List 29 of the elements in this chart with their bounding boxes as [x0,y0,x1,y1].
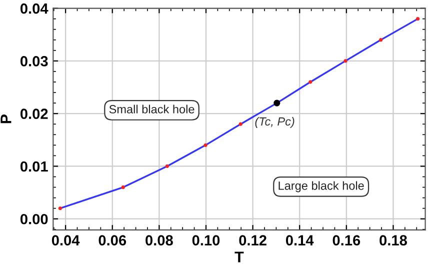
x-tick-label: 0.16 [332,235,360,246]
y-tick-label: 0.04 [20,3,48,14]
point [165,164,169,168]
point [378,38,383,42]
x-tick-label: 0.08 [146,235,173,246]
line-series [59,18,419,210]
x-tick-label: 0.06 [98,235,126,246]
annotation: (Tc, Pc) [255,117,294,128]
x-tick-label: 0.10 [192,235,220,246]
x-tick-label: 0.18 [380,235,407,246]
annotation: Small black hole [109,104,194,114]
point [344,59,348,63]
point [121,185,125,190]
point [238,122,242,126]
point [274,100,280,106]
point [58,206,62,210]
point [308,80,312,84]
x-tick-label: 0.12 [239,235,266,246]
y-axis-title: P [0,114,12,124]
point [416,17,420,21]
y-tick-label: 0.00 [20,214,48,224]
x-tick-label: 0.14 [286,235,314,246]
x-axis-title: T [234,252,244,262]
annotation: Large black hole [278,181,364,192]
y-tick-label: 0.03 [20,56,48,66]
point [204,143,208,148]
y-tick-label: 0.01 [20,161,48,172]
y-tick-label: 0.02 [20,108,48,120]
x-tick-label: 0.04 [52,235,80,246]
